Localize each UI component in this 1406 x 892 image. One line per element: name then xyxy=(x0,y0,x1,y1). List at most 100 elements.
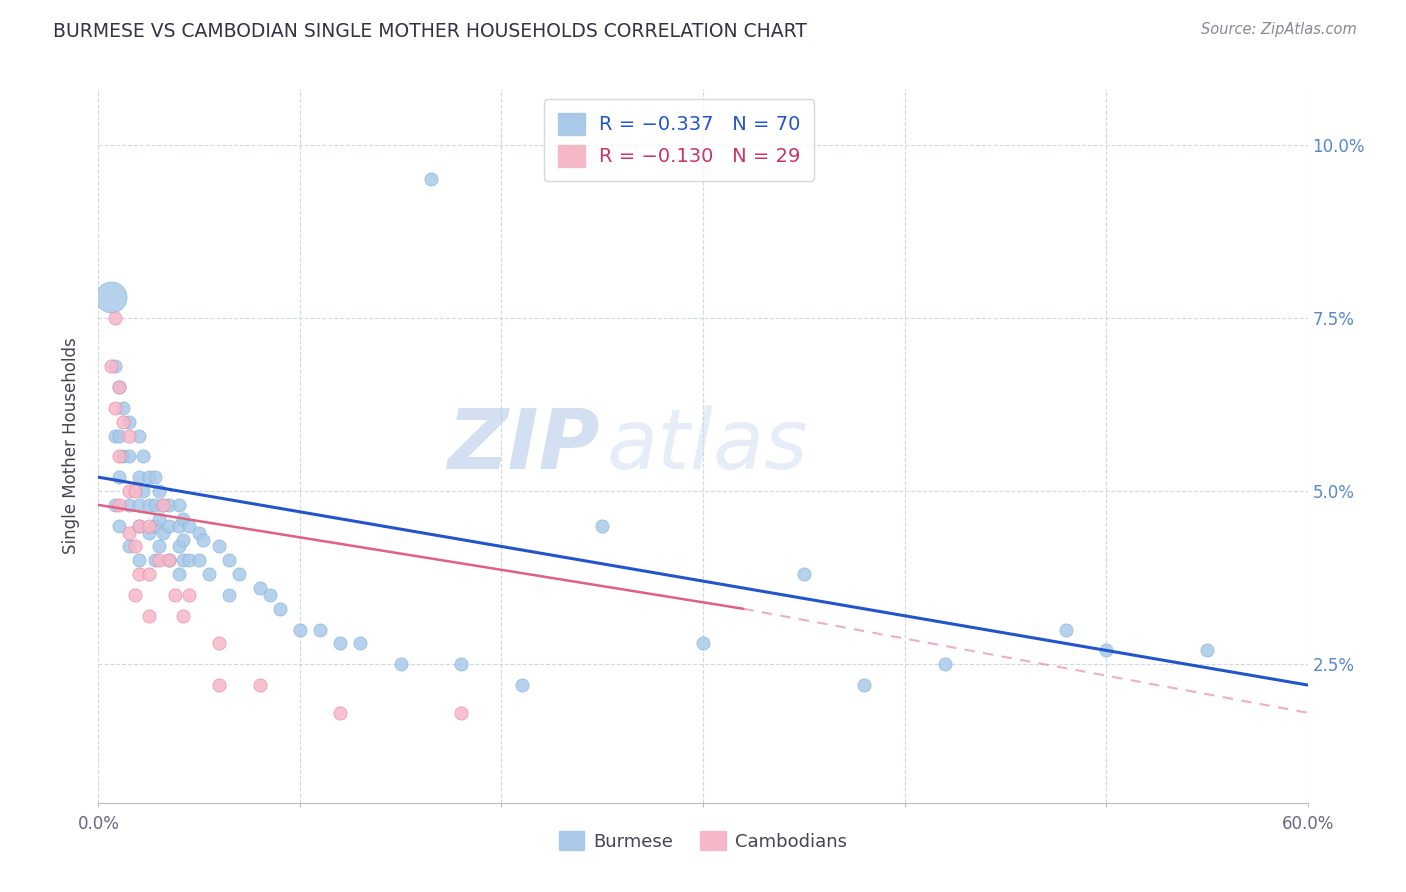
Point xyxy=(100,359,122,374)
Point xyxy=(167,518,190,533)
Text: Source: ZipAtlas.com: Source: ZipAtlas.com xyxy=(1201,22,1357,37)
Point xyxy=(167,498,190,512)
Point xyxy=(198,567,221,582)
Point xyxy=(179,518,201,533)
Point xyxy=(218,588,240,602)
Point xyxy=(148,553,170,567)
Point xyxy=(167,540,190,554)
Point xyxy=(138,567,160,582)
Point xyxy=(329,706,352,720)
Point xyxy=(1054,623,1077,637)
Point xyxy=(934,657,956,672)
Point xyxy=(249,581,271,595)
Point xyxy=(107,380,129,394)
Point xyxy=(269,602,291,616)
Point xyxy=(188,553,211,567)
Point xyxy=(100,290,122,304)
Point xyxy=(309,623,332,637)
Point xyxy=(218,553,240,567)
Point xyxy=(167,567,190,582)
Point xyxy=(179,553,201,567)
Point xyxy=(138,608,160,623)
Point xyxy=(132,483,155,498)
Point xyxy=(349,636,371,650)
Point xyxy=(103,359,125,374)
Point xyxy=(128,553,150,567)
Point xyxy=(128,518,150,533)
Point xyxy=(163,588,186,602)
Point xyxy=(853,678,876,692)
Point xyxy=(152,498,174,512)
Point xyxy=(692,636,714,650)
Point xyxy=(157,553,180,567)
Point xyxy=(138,525,160,540)
Point xyxy=(143,498,166,512)
Point xyxy=(107,450,129,464)
Point xyxy=(118,415,141,429)
Point xyxy=(107,380,129,394)
Point xyxy=(450,706,472,720)
Point xyxy=(111,415,134,429)
Point xyxy=(208,540,231,554)
Point xyxy=(128,498,150,512)
Point xyxy=(124,588,146,602)
Point xyxy=(118,483,141,498)
Point xyxy=(420,172,443,186)
Point xyxy=(148,512,170,526)
Point xyxy=(107,518,129,533)
Y-axis label: Single Mother Households: Single Mother Households xyxy=(62,338,80,554)
Point xyxy=(118,428,141,442)
Point xyxy=(157,498,180,512)
Point xyxy=(172,533,194,547)
Point xyxy=(157,553,180,567)
Point xyxy=(591,518,613,533)
Point xyxy=(111,450,134,464)
Point xyxy=(107,470,129,484)
Point xyxy=(249,678,271,692)
Point xyxy=(172,553,194,567)
Point xyxy=(1095,643,1118,657)
Point xyxy=(132,450,155,464)
Point xyxy=(118,525,141,540)
Point xyxy=(208,678,231,692)
Point xyxy=(138,518,160,533)
Point xyxy=(148,540,170,554)
Point xyxy=(172,512,194,526)
Point xyxy=(152,525,174,540)
Point xyxy=(329,636,352,650)
Point xyxy=(118,540,141,554)
Point xyxy=(143,518,166,533)
Legend: Burmese, Cambodians: Burmese, Cambodians xyxy=(553,824,853,858)
Point xyxy=(148,483,170,498)
Point xyxy=(510,678,533,692)
Text: atlas: atlas xyxy=(606,406,808,486)
Point xyxy=(118,498,141,512)
Point xyxy=(107,428,129,442)
Point xyxy=(107,498,129,512)
Point xyxy=(138,498,160,512)
Point xyxy=(124,540,146,554)
Point xyxy=(128,428,150,442)
Point xyxy=(103,401,125,415)
Point xyxy=(103,428,125,442)
Point xyxy=(172,608,194,623)
Point xyxy=(152,498,174,512)
Point xyxy=(389,657,412,672)
Point xyxy=(128,567,150,582)
Point xyxy=(138,470,160,484)
Point xyxy=(118,450,141,464)
Point xyxy=(188,525,211,540)
Point xyxy=(1195,643,1218,657)
Point xyxy=(128,518,150,533)
Point xyxy=(193,533,215,547)
Point xyxy=(259,588,281,602)
Point xyxy=(143,553,166,567)
Point xyxy=(288,623,311,637)
Text: BURMESE VS CAMBODIAN SINGLE MOTHER HOUSEHOLDS CORRELATION CHART: BURMESE VS CAMBODIAN SINGLE MOTHER HOUSE… xyxy=(53,22,807,41)
Point xyxy=(143,470,166,484)
Point xyxy=(111,401,134,415)
Point xyxy=(103,310,125,325)
Point xyxy=(208,636,231,650)
Point xyxy=(157,518,180,533)
Point xyxy=(228,567,250,582)
